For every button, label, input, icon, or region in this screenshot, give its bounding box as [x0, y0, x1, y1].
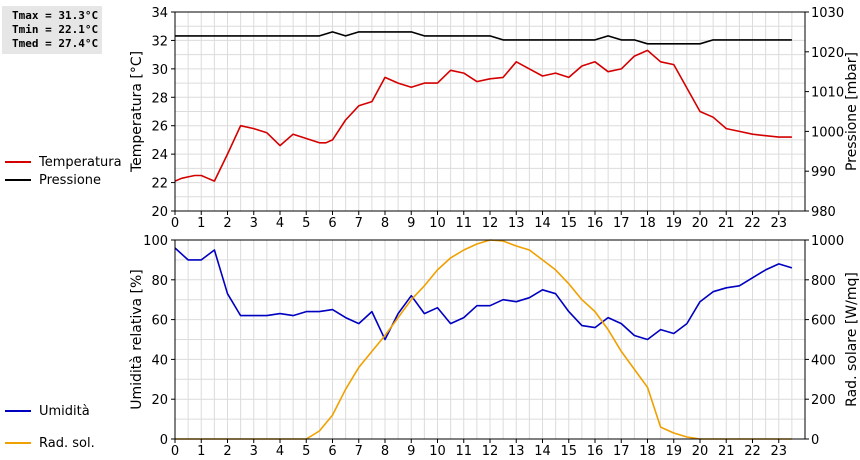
top-ytick-left-label: 22 [151, 177, 168, 192]
legend-swatch-umidita [5, 410, 31, 412]
bottom-xtick-label: 16 [587, 444, 604, 459]
series-line-pressione [175, 31, 792, 45]
top-xtick-label: 22 [744, 216, 761, 231]
legend-label-temperatura: Temperatura [39, 154, 122, 170]
stats-box: Tmax = 31.3°C Tmin = 22.1°C Tmed = 27.4°… [2, 6, 102, 54]
bottom-ylabel-right: Rad. solare [W/mq] [844, 272, 860, 407]
top-xtick-label: 14 [534, 216, 551, 231]
top-xtick-label: 23 [770, 216, 787, 231]
top-ylabel-left: Temperatura [°C] [129, 51, 145, 173]
top-ylabel-right: Pressione [mbar] [844, 52, 860, 171]
top-ytick-left-label: 32 [151, 34, 168, 49]
bottom-xtick-label: 21 [718, 444, 735, 459]
bottom-xtick-label: 13 [508, 444, 525, 459]
top-xtick-label: 4 [276, 216, 284, 231]
stats-tmed: Tmed = 27.4°C [12, 37, 99, 50]
top-xtick-label: 1 [197, 216, 205, 231]
top-ytick-left-label: 28 [151, 91, 168, 106]
top-xtick-label: 2 [223, 216, 231, 231]
top-ytick-left-label: 26 [151, 120, 168, 135]
series-line-temperatura [174, 49, 792, 182]
legend-item-temperatura: Temperatura [5, 153, 122, 171]
top-xtick-label: 0 [171, 216, 179, 231]
legend-item-pressione: Pressione [5, 171, 101, 189]
top-xtick-label: 8 [381, 216, 389, 231]
series-line-rad-sol [175, 239, 792, 440]
bottom-ytick-right-label: 400 [811, 353, 836, 368]
bottom-ytick-left-label: 20 [151, 393, 168, 408]
bottom-ytick-left-label: 80 [151, 274, 168, 289]
legend-item-umidita: Umidità [5, 402, 90, 420]
stats-tmin: Tmin = 22.1°C [12, 23, 99, 36]
bottom-xtick-label: 6 [328, 444, 336, 459]
bottom-ytick-left-label: 100 [143, 234, 168, 249]
legend-label-radsol: Rad. sol. [39, 435, 95, 451]
bottom-xtick-label: 14 [534, 444, 551, 459]
top-xtick-label: 3 [250, 216, 258, 231]
bottom-xtick-label: 1 [197, 444, 205, 459]
top-ytick-left-label: 20 [151, 205, 168, 220]
series-line-umidit [174, 247, 793, 341]
bottom-xtick-label: 8 [381, 444, 389, 459]
bottom-ylabel-left: Umidità relativa [%] [129, 269, 145, 410]
legend-label-pressione: Pressione [39, 172, 102, 188]
top-xtick-label: 11 [455, 216, 472, 231]
bottom-xtick-label: 7 [355, 444, 363, 459]
top-xtick-label: 10 [429, 216, 446, 231]
top-ytick-right-label: 1000 [811, 125, 844, 140]
bottom-ytick-left-label: 0 [160, 433, 168, 448]
top-ytick-right-label: 980 [811, 205, 836, 220]
top-xtick-label: 13 [508, 216, 525, 231]
stats-tmax: Tmax = 31.3°C [12, 9, 99, 22]
top-xtick-label: 18 [639, 216, 656, 231]
top-ytick-left-label: 34 [151, 6, 168, 21]
top-xtick-label: 12 [482, 216, 499, 231]
bottom-xtick-label: 5 [302, 444, 310, 459]
bottom-ytick-right-label: 600 [811, 314, 836, 329]
top-ytick-right-label: 1010 [811, 86, 844, 101]
bottom-xtick-label: 23 [770, 444, 787, 459]
top-ytick-left-label: 24 [151, 148, 168, 163]
top-xtick-label: 9 [407, 216, 415, 231]
top-xtick-label: 20 [692, 216, 709, 231]
legend-item-radsol: Rad. sol. [5, 434, 95, 452]
bottom-xtick-label: 12 [482, 444, 499, 459]
bottom-ytick-left-label: 40 [151, 353, 168, 368]
bottom-xtick-label: 11 [455, 444, 472, 459]
bottom-xtick-label: 22 [744, 444, 761, 459]
top-xtick-label: 6 [328, 216, 336, 231]
bottom-xtick-label: 19 [665, 444, 682, 459]
bottom-xtick-label: 20 [692, 444, 709, 459]
top-ytick-right-label: 1020 [811, 46, 844, 61]
top-xtick-label: 19 [665, 216, 682, 231]
top-ytick-right-label: 1030 [811, 6, 844, 21]
top-xtick-label: 16 [587, 216, 604, 231]
top-xtick-label: 17 [613, 216, 630, 231]
bottom-ytick-right-label: 1000 [811, 234, 844, 249]
top-ytick-left-label: 30 [151, 63, 168, 78]
bottom-xtick-label: 9 [407, 444, 415, 459]
legend-swatch-pressione [5, 179, 31, 181]
bottom-xtick-label: 18 [639, 444, 656, 459]
top-xtick-label: 21 [718, 216, 735, 231]
bottom-xtick-label: 0 [171, 444, 179, 459]
bottom-xtick-label: 17 [613, 444, 630, 459]
top-xtick-label: 15 [560, 216, 577, 231]
bottom-xtick-label: 15 [560, 444, 577, 459]
bottom-ytick-left-label: 60 [151, 314, 168, 329]
top-xtick-label: 5 [302, 216, 310, 231]
top-ytick-right-label: 990 [811, 165, 836, 180]
bottom-ytick-right-label: 0 [811, 433, 819, 448]
bottom-xtick-label: 2 [223, 444, 231, 459]
bottom-xtick-label: 4 [276, 444, 284, 459]
legend-swatch-radsol [5, 442, 31, 444]
bottom-ytick-right-label: 200 [811, 393, 836, 408]
legend-swatch-temperatura [5, 161, 31, 163]
bottom-xtick-label: 10 [429, 444, 446, 459]
bottom-xtick-label: 3 [250, 444, 258, 459]
top-xtick-label: 7 [355, 216, 363, 231]
legend-label-umidita: Umidità [39, 403, 90, 419]
bottom-ytick-right-label: 800 [811, 274, 836, 289]
